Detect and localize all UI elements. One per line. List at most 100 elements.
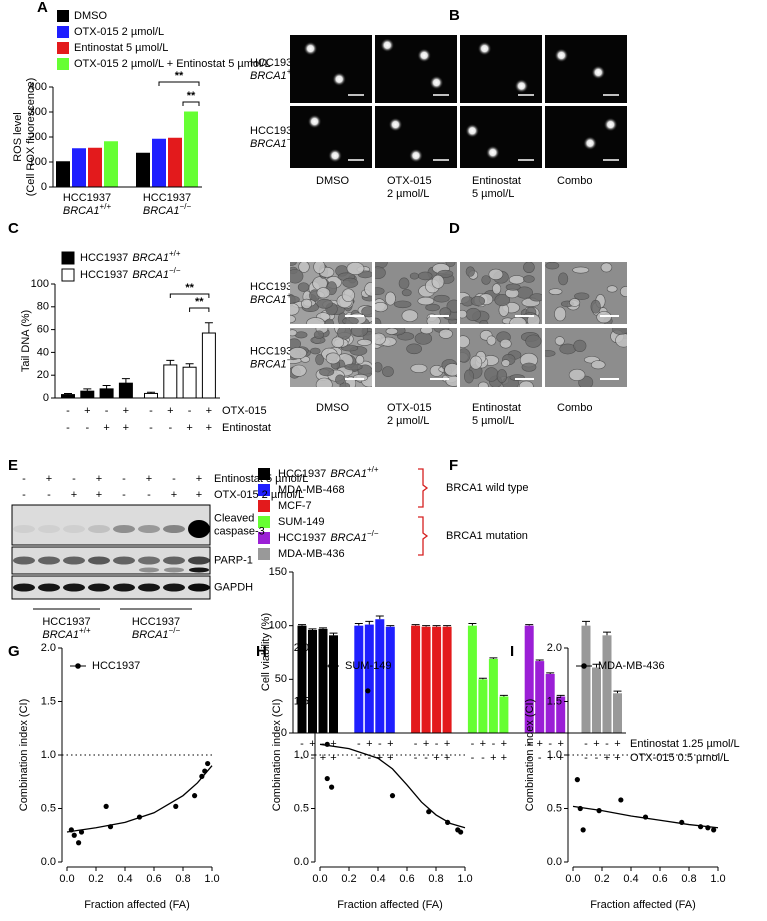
cell: [437, 269, 454, 278]
bar: [524, 625, 534, 733]
band: [188, 583, 210, 592]
significance-bracket: [169, 293, 210, 298]
cell-signal: [332, 72, 347, 87]
data-point: [205, 760, 211, 767]
cell: [313, 262, 326, 274]
error-bar: [613, 690, 622, 694]
cell: [385, 328, 399, 335]
data-point: [389, 793, 396, 799]
band: [164, 567, 184, 573]
y-axis-label: (Cell ROX fluorescence): [25, 78, 37, 197]
bar: [182, 366, 197, 399]
y-tick-label: 300: [29, 106, 47, 118]
x-tick-label: BRCA1+/+: [63, 202, 112, 217]
data-point: [574, 777, 580, 783]
legend-label: MDA-MB-468: [278, 484, 345, 496]
cell: [290, 269, 304, 284]
legend-label: SUM-149: [345, 660, 391, 672]
legend-label: OTX-015 2 µmol/L: [74, 26, 164, 38]
bar: [545, 673, 555, 733]
error-bar: [582, 620, 590, 626]
legend-swatch: [61, 268, 75, 282]
cell: [291, 364, 307, 377]
data-point: [71, 832, 77, 838]
cell-signal: [328, 148, 343, 163]
error-bar: [499, 694, 508, 697]
panel-label: B: [449, 7, 460, 24]
cell-signal: [583, 136, 598, 151]
treatment-label: OTX-015 2 µmol/L: [214, 489, 304, 501]
treatment-sign: +: [96, 473, 102, 485]
cell: [606, 285, 618, 293]
significance-bracket: [189, 307, 210, 312]
band: [13, 556, 35, 565]
cell: [590, 299, 601, 314]
error-bar: [478, 677, 487, 680]
band: [139, 567, 159, 573]
legend-swatch: [258, 548, 270, 560]
panel-label: D: [449, 220, 460, 237]
treatment-label: OTX-015: [222, 405, 267, 417]
data-point: [426, 809, 432, 815]
error-bar: [556, 694, 565, 697]
column-label: OTX-015: [387, 175, 432, 187]
cell: [426, 315, 441, 324]
band: [88, 583, 110, 592]
error-bar: [319, 627, 327, 629]
treatment-sign: -: [595, 752, 599, 764]
gene-name: BRCA1: [330, 532, 367, 544]
data-point: [321, 696, 327, 702]
y-tick-label: 1.5: [547, 695, 562, 707]
treatment-sign: -: [527, 738, 531, 750]
cell: [545, 350, 556, 357]
cell: [590, 360, 606, 370]
data-point: [103, 803, 109, 809]
legend-swatch: [258, 468, 270, 480]
strain: HCC1937: [80, 252, 128, 264]
bar: [581, 625, 591, 733]
bar: [104, 141, 118, 187]
cell: [463, 369, 475, 384]
bar: [442, 626, 452, 733]
y-tick-label: 0.0: [41, 856, 56, 868]
significance-bracket: [182, 101, 200, 106]
cell: [315, 354, 324, 366]
treatment-sign: -: [435, 738, 439, 750]
treatment-sign: +: [186, 422, 192, 434]
cell: [460, 348, 471, 363]
error-bar: [365, 620, 374, 625]
x-tick-label: 0.0: [59, 873, 74, 885]
cell: [518, 380, 534, 387]
cell: [409, 272, 420, 280]
data-point: [711, 827, 717, 833]
cell: [290, 295, 300, 304]
cell: [438, 328, 453, 339]
data-point: [698, 824, 704, 830]
treatment-sign: +: [123, 405, 129, 417]
cell: [375, 302, 388, 313]
treatment-sign: +: [206, 422, 212, 434]
micrograph: [545, 35, 627, 103]
fit-curve: [319, 743, 466, 829]
cell: [361, 306, 372, 318]
gene-name: BRCA1: [250, 138, 287, 150]
treatment-sign: +: [604, 752, 610, 764]
cell: [297, 282, 310, 292]
bar: [318, 628, 328, 733]
legend-marker: [328, 663, 334, 669]
data-point: [107, 824, 114, 830]
bar: [329, 635, 338, 733]
panel-label: F: [449, 457, 458, 474]
cell: [574, 292, 590, 300]
y-axis-label: Combination index (CI): [524, 699, 536, 812]
band: [113, 525, 135, 533]
data-point: [192, 793, 198, 799]
cell: [375, 266, 386, 280]
y-tick-label: 0.5: [547, 802, 562, 814]
error-bar: [354, 623, 363, 626]
legend-swatch: [258, 516, 270, 528]
y-tick-label: 0: [281, 727, 287, 739]
cell: [554, 336, 565, 346]
x-tick-label: 0.8: [681, 873, 696, 885]
